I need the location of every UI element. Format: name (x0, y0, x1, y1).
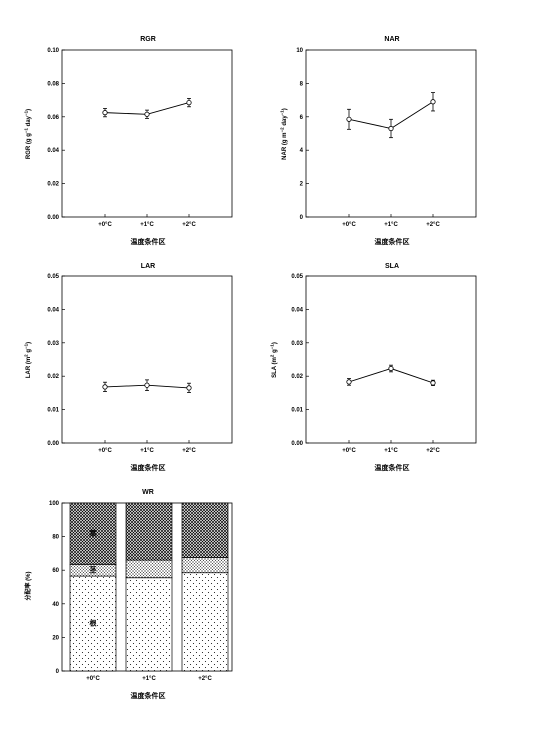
chart-sla-ytick-label: 0.01 (291, 408, 303, 414)
chart-wr-xtick-label: +1°C (142, 676, 156, 682)
chart-wr-series-label: 茎 (90, 565, 97, 574)
chart-sla-plot: 0.00 0.01 0.02 0.03 0.04 0.05 +0°C +1°C +2°C (291, 274, 477, 454)
chart-lar-point (102, 384, 108, 390)
chart-sla-ytick-label: 0.05 (291, 274, 303, 280)
chart-wr-series-label: 葉 (89, 529, 98, 538)
chart-wr-ytick-label: 20 (52, 635, 59, 641)
chart-lar-ytick-label: 0.02 (47, 374, 59, 380)
chart-wr-ytick-label: 80 (52, 535, 59, 541)
chart-nar-ytick-label: 8 (300, 81, 304, 87)
chart-lar-ytick-label: 0.04 (47, 307, 59, 313)
chart-nar-ytick-label: 6 (300, 115, 304, 121)
chart-lar-ytick-label: 0.05 (47, 274, 59, 280)
chart-nar-point (430, 99, 436, 105)
chart-sla-ytick-label: 0.03 (291, 341, 303, 347)
chart-lar-ylabel: LAR (m2 g−1) (24, 342, 33, 378)
chart-wr-ytick-label: 60 (52, 568, 59, 574)
chart-nar-ytick-label: 2 (300, 182, 304, 188)
chart-nar-xtick-label: +0°C (342, 222, 356, 228)
chart-sla-point (388, 365, 394, 372)
chart-lar-ytick-label: 0.03 (47, 341, 59, 347)
chart-rgr-plot: 0.00 0.02 0.04 0.06 0.08 0.10 +0°C +1°C +2°C (47, 48, 233, 228)
chart-wr-xtick-label: +2°C (198, 676, 212, 682)
chart-wr-bar-3 (69, 502, 117, 565)
chart-rgr-title: RGR (140, 36, 156, 43)
chart-wr-ytick-label: 40 (52, 602, 59, 608)
chart-rgr: RGR 0.00 0.02 0.04 0.06 0.08 0.10 +0°C +1°C +2°C… (24, 36, 233, 246)
chart-nar-point (388, 125, 394, 132)
chart-wr-plot: 0 20 40 60 80 100 根 茎 葉 +0°C +1°C +2°C (49, 501, 233, 682)
chart-nar-ytick-label: 0 (300, 215, 304, 221)
chart-sla-point (430, 380, 436, 386)
chart-nar-ytick-label: 10 (296, 48, 303, 54)
chart-sla-ytick-label: 0.04 (291, 307, 303, 313)
chart-sla-ytick-label: 0.02 (291, 374, 303, 380)
chart-lar-point (144, 382, 150, 388)
chart-lar-plot: 0.00 0.01 0.02 0.03 0.04 0.05 +0°C +1°C +2°C (47, 274, 233, 454)
chart-rgr-ytick-label: 0.00 (47, 215, 59, 221)
chart-sla-xtick-label: +1°C (384, 448, 398, 454)
chart-rgr-xtick-label: +2°C (182, 222, 196, 228)
chart-sla: SLA 0.00 0.01 0.02 0.03 0.04 0.05 +0°C +1°C +2°C… (270, 263, 477, 472)
chart-lar-xtick-label: +1°C (140, 448, 154, 454)
chart-sla-xtick-label: +2°C (426, 448, 440, 454)
chart-wr-series-label: 根 (90, 619, 97, 628)
chart-wr-xtick-label: +0°C (86, 676, 100, 682)
chart-wr-bar-2 (181, 557, 229, 574)
chart-sla-xlabel: 温度条件区 (375, 463, 410, 472)
chart-sla-frame (305, 275, 477, 444)
chart-rgr-point (102, 110, 108, 116)
chart-lar: LAR 0.00 0.01 0.02 0.03 0.04 0.05 +0°C +1°C +2°C… (24, 263, 233, 472)
chart-rgr-point (186, 100, 192, 106)
chart-nar-ylabel: NAR (g m−2 day−1) (280, 108, 289, 160)
chart-sla-title: SLA (385, 263, 399, 270)
chart-lar-xtick-label: +2°C (182, 448, 196, 454)
chart-wr-bar-1 (181, 572, 229, 672)
chart-rgr-xlabel: 温度条件区 (131, 237, 166, 246)
chart-wr-bar-3 (125, 502, 173, 561)
chart-nar-xtick-label: +1°C (384, 222, 398, 228)
chart-lar-point (186, 385, 192, 391)
chart-rgr-ytick-label: 0.04 (47, 148, 59, 154)
chart-sla-point (346, 379, 352, 385)
chart-rgr-ytick-label: 0.08 (47, 81, 59, 87)
chart-nar: NAR 0 2 4 6 8 10 +0°C +1°C +2°C 温度条件区 NAR (g m−2… (280, 36, 477, 246)
chart-nar-ytick-label: 4 (300, 148, 304, 154)
chart-rgr-point (144, 111, 150, 117)
chart-sla-xtick-label: +0°C (342, 448, 356, 454)
chart-nar-title: NAR (384, 36, 399, 43)
chart-nar-plot: 0 2 4 6 8 10 +0°C +1°C +2°C (296, 48, 477, 228)
chart-lar-xtick-label: +0°C (98, 448, 112, 454)
chart-rgr-xtick-label: +0°C (98, 222, 112, 228)
chart-lar-ytick-label: 0.01 (47, 408, 59, 414)
chart-wr: WR 0 20 40 60 80 100 根 茎 葉 +0°C +1°C +2°C 温度条件区 分配率… (24, 489, 233, 700)
chart-rgr-xtick-label: +1°C (140, 222, 154, 228)
chart-wr-bar-3 (181, 502, 229, 558)
chart-rgr-ytick-label: 0.02 (47, 182, 59, 188)
chart-lar-xlabel: 温度条件区 (131, 463, 166, 472)
chart-wr-title: WR (142, 489, 154, 496)
chart-lar-ytick-label: 0.00 (47, 441, 59, 447)
chart-rgr-ylabel: RGR (g g−1 day−1) (24, 109, 33, 159)
chart-sla-ylabel: SLA (m2 g−1) (270, 342, 279, 378)
chart-wr-ytick-label: 100 (49, 501, 60, 507)
chart-rgr-ytick-label: 0.10 (47, 48, 59, 54)
chart-wr-bar-1 (125, 577, 173, 672)
chart-nar-xtick-label: +2°C (426, 222, 440, 228)
chart-nar-xlabel: 温度条件区 (375, 237, 410, 246)
chart-wr-bar-2 (125, 559, 173, 579)
chart-wr-ytick-label: 0 (56, 669, 60, 675)
chart-wr-ylabel: 分配率 (%) (24, 571, 32, 600)
chart-lar-title: LAR (141, 263, 155, 270)
chart-rgr-frame (61, 49, 233, 218)
chart-wr-bar-1 (69, 575, 117, 672)
chart-sla-ytick-label: 0.00 (291, 441, 303, 447)
chart-wr-xlabel: 温度条件区 (131, 691, 166, 700)
chart-rgr-ytick-label: 0.06 (47, 115, 59, 121)
chart-lar-frame (61, 275, 233, 444)
chart-nar-point (346, 116, 352, 122)
